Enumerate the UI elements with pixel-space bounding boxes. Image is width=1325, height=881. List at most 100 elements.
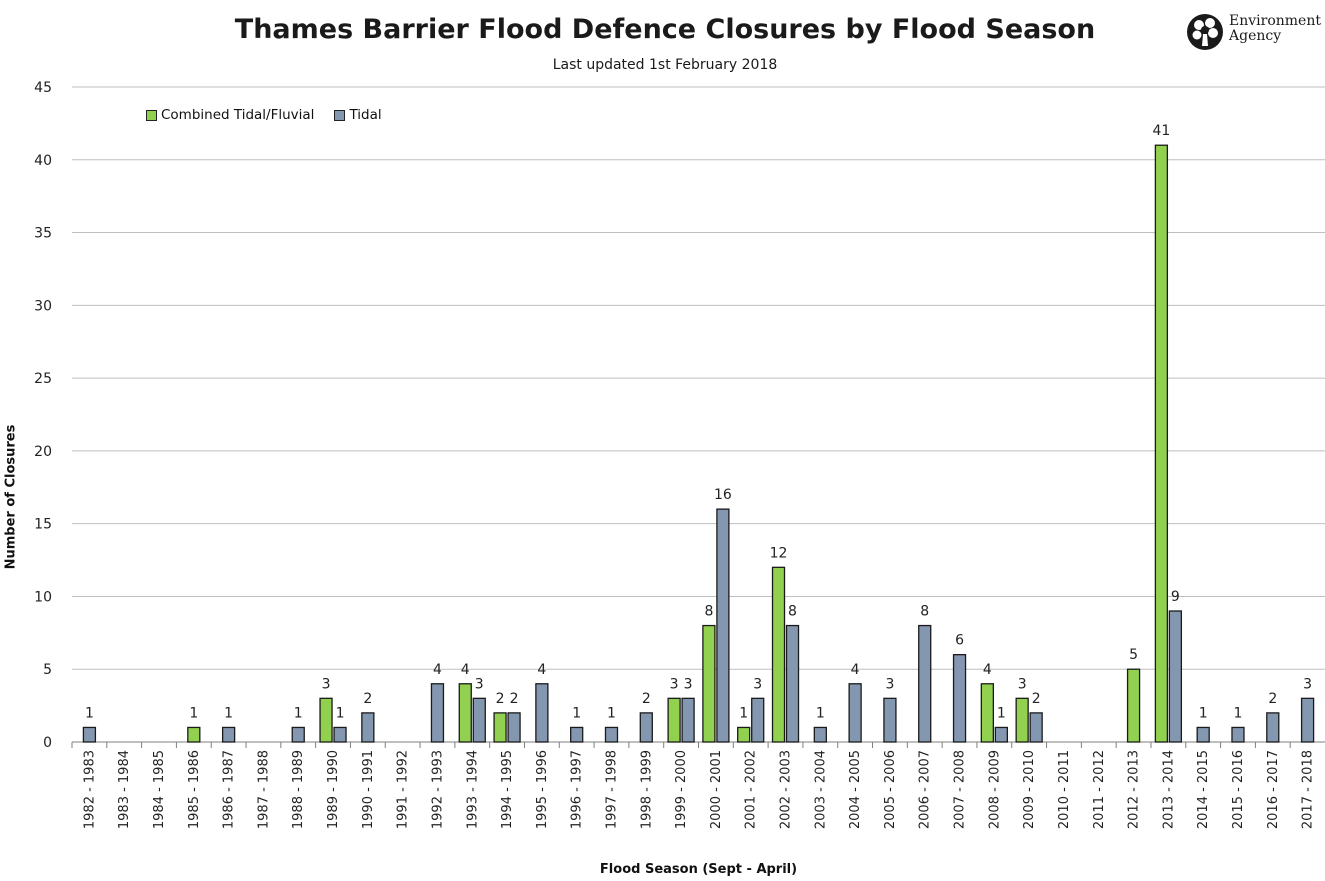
legend-swatch-tidal <box>334 109 346 121</box>
data-label: 6 <box>955 633 964 649</box>
bar-tidal <box>221 726 236 743</box>
bar-tidal <box>291 726 305 743</box>
bar-tidal <box>1029 712 1043 743</box>
bar-combined <box>771 566 786 743</box>
y-tick-label: 20 <box>34 444 52 460</box>
legend-label-combined: Combined Tidal/Fluvial <box>161 107 315 123</box>
bar-tidal <box>361 712 375 743</box>
data-label: 2 <box>510 691 519 707</box>
bar-tidal <box>570 726 584 743</box>
x-tick-label: 2005 - 2006 <box>883 750 898 829</box>
x-tick-label: 2008 - 2009 <box>987 750 1002 829</box>
data-label: 1 <box>607 705 616 721</box>
data-label: 3 <box>684 676 693 692</box>
x-tick-label: 1987 - 1988 <box>256 750 271 829</box>
x-tick-label: 1994 - 1995 <box>500 750 515 829</box>
bar-tidal <box>952 654 967 743</box>
chart-subtitle: Last updated 1st February 2018 <box>552 57 778 73</box>
data-label: 8 <box>920 604 929 620</box>
y-tick-label: 45 <box>34 80 52 96</box>
bar-combined <box>319 697 333 743</box>
bar-tidal <box>1231 726 1245 743</box>
y-tick-label: 5 <box>43 662 52 678</box>
data-label: 1 <box>189 705 198 721</box>
x-tick-label: 1995 - 1996 <box>535 750 550 829</box>
x-tick-label: 2010 - 2011 <box>1057 750 1072 829</box>
x-tick-label: 2017 - 2018 <box>1301 750 1316 829</box>
bar-combined <box>702 624 716 743</box>
data-label: 4 <box>537 662 546 678</box>
data-label: 41 <box>1152 123 1170 139</box>
x-tick-label: 1988 - 1989 <box>291 750 306 829</box>
data-label: 8 <box>704 604 713 620</box>
data-label: 1 <box>997 705 1006 721</box>
legend-label-tidal: Tidal <box>349 107 382 123</box>
x-tick-label: 2009 - 2010 <box>1022 750 1037 829</box>
data-label: 8 <box>788 604 797 620</box>
bar-tidal <box>751 697 765 743</box>
data-label: 16 <box>714 487 732 503</box>
x-tick-label: 2015 - 2016 <box>1231 750 1246 829</box>
y-tick-label: 10 <box>34 589 52 605</box>
data-label: 2 <box>363 691 372 707</box>
data-label: 2 <box>1268 691 1277 707</box>
chart-title: Thames Barrier Flood Defence Closures by… <box>234 14 1096 45</box>
x-tick-label: 2011 - 2012 <box>1092 750 1107 829</box>
bar-tidal <box>472 697 486 743</box>
data-label: 1 <box>739 705 748 721</box>
x-tick-label: 1985 - 1986 <box>187 750 202 829</box>
bar-tidal <box>813 726 827 743</box>
bar-tidal <box>848 683 862 743</box>
legend-swatch-combined <box>146 109 157 121</box>
bar-combined <box>1126 668 1141 743</box>
bar-combined <box>187 726 201 743</box>
bar-combined <box>1015 697 1029 743</box>
bar-tidal <box>1266 712 1280 743</box>
data-label: 3 <box>670 676 679 692</box>
data-label: 3 <box>1303 676 1312 692</box>
bar-combined <box>737 726 751 743</box>
data-label: 1 <box>336 705 345 721</box>
x-tick-label: 2013 - 2014 <box>1161 750 1176 829</box>
data-label: 5 <box>1129 647 1138 663</box>
x-tick-label: 1990 - 1991 <box>361 750 376 829</box>
bar-combined <box>980 683 994 743</box>
bar-tidal <box>82 726 97 743</box>
bar-tidal <box>716 508 730 743</box>
x-tick-label: 1997 - 1998 <box>604 750 619 829</box>
bar-tidal <box>994 726 1008 743</box>
data-label: 3 <box>322 676 331 692</box>
logo-line-agency: Agency <box>1229 28 1282 44</box>
data-label: 3 <box>1018 676 1027 692</box>
x-tick-label: 2000 - 2001 <box>709 750 724 829</box>
x-tick-label: 2003 - 2004 <box>813 750 828 829</box>
data-label: 3 <box>885 676 894 692</box>
x-tick-label: 1998 - 1999 <box>639 750 654 829</box>
bar-tidal <box>681 697 695 743</box>
bar-tidal <box>1300 697 1315 743</box>
bar-tidal <box>430 683 445 743</box>
data-label: 1 <box>1199 705 1208 721</box>
data-label: 12 <box>770 545 788 561</box>
bar-tidal <box>604 726 619 743</box>
bar-combined <box>667 697 681 743</box>
data-label: 3 <box>753 676 762 692</box>
x-tick-label: 2012 - 2013 <box>1127 750 1142 829</box>
x-tick-label: 1984 - 1985 <box>152 750 167 829</box>
y-tick-label: 0 <box>43 735 52 751</box>
bar-tidal <box>883 697 897 743</box>
y-tick-label: 25 <box>34 371 52 387</box>
data-label: 1 <box>816 705 825 721</box>
x-tick-label: 1992 - 1993 <box>430 750 445 829</box>
data-label: 2 <box>642 691 651 707</box>
x-tick-label: 2002 - 2003 <box>779 750 794 829</box>
logo-line-environment: Environment <box>1229 13 1321 29</box>
y-tick-label: 15 <box>34 517 52 533</box>
bar-tidal <box>507 712 521 743</box>
x-tick-label: 2006 - 2007 <box>918 750 933 829</box>
data-label: 4 <box>851 662 860 678</box>
y-tick-label: 30 <box>34 298 52 314</box>
y-tick-label: 40 <box>34 153 52 169</box>
y-tick-label: 35 <box>34 226 52 242</box>
x-tick-label: 1982 - 1983 <box>82 750 97 829</box>
